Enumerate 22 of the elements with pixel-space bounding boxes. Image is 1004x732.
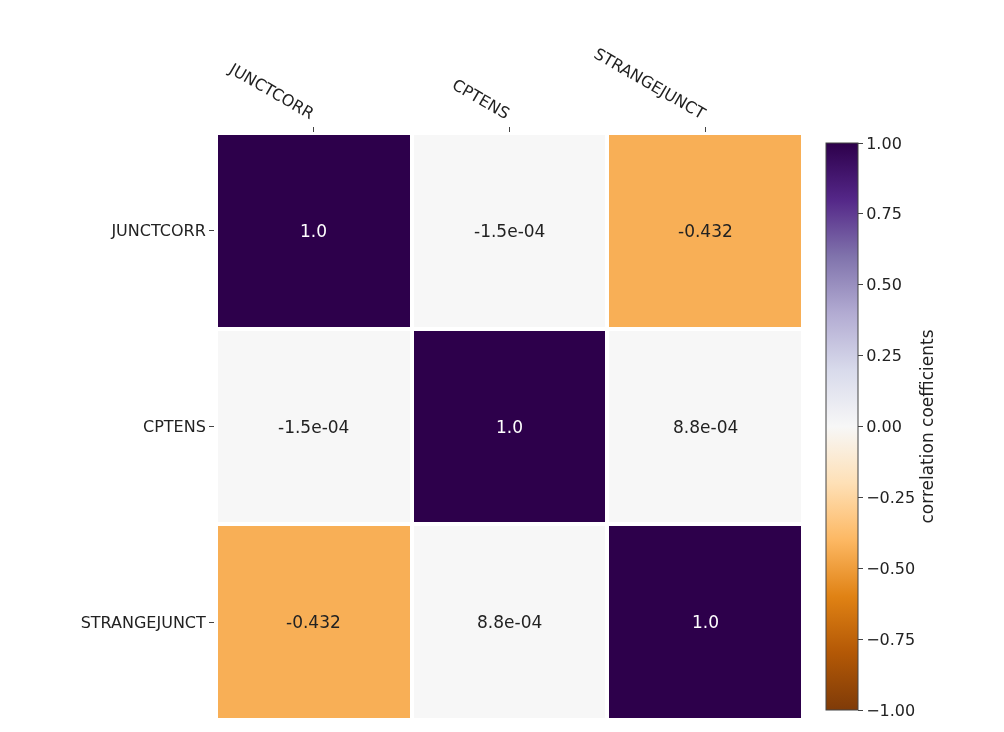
color-bar-label: 0.75 (866, 204, 902, 224)
data-label: 1.0 (496, 417, 524, 437)
data-label: -0.432 (678, 221, 733, 241)
color-bar-label: −1.00 (866, 700, 916, 720)
data-label: -0.432 (286, 612, 341, 632)
color-bar-label: −0.25 (866, 487, 916, 507)
data-label: 8.8e-04 (673, 417, 739, 437)
data-label: 1.0 (692, 612, 720, 632)
data-label: -1.5e-04 (474, 221, 546, 241)
y-tick-label: JUNCTCORR (110, 221, 206, 241)
color-bar-label: 1.00 (866, 133, 902, 153)
color-bar-label: −0.75 (866, 629, 916, 649)
color-bar-label: 0.00 (866, 417, 902, 437)
color-bar-label: 0.25 (866, 346, 902, 366)
data-label: 1.0 (300, 221, 328, 241)
color-bar-label: −0.50 (866, 558, 916, 578)
color-bar-label: 0.50 (866, 275, 902, 295)
y-tick-label: CPTENS (142, 417, 206, 437)
data-label: -1.5e-04 (278, 417, 350, 437)
color-bar-title: correlation coefficients (917, 329, 938, 524)
data-label: 8.8e-04 (477, 612, 543, 632)
y-tick-label: STRANGEJUNCT (80, 612, 207, 632)
